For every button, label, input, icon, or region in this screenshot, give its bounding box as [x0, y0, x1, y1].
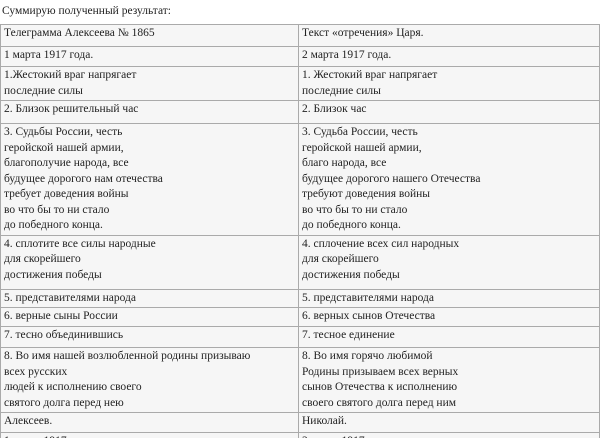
- table-row: 1.Жестокий враг напрягает последние силы 1…: [0, 66, 600, 101]
- header-cell: Текст «отречения» Царя.: [298, 24, 600, 47]
- table-cell: 6. верных сынов Отечества: [298, 307, 600, 327]
- table-row: 1 марта 1917 года. 2 марта 1917 года.: [0, 46, 600, 67]
- cell-line: 2 марта 1917 года.: [302, 434, 596, 438]
- table-cell: 8. Во имя нашей возлюбленной родины приз…: [0, 347, 299, 413]
- table-row: 7. тесно объединившись 7. тесное единение: [0, 326, 600, 348]
- table-row: Алексеев. Николай.: [0, 412, 600, 433]
- cell-line: во что бы то ни стало: [4, 203, 110, 216]
- comparison-table: Телеграмма Алексеева № 1865 Текст «отрече…: [0, 24, 600, 438]
- table-cell: 6. верные сыны России: [0, 307, 299, 327]
- table-cell: 3. Судьбы России, честь геройской нашей а…: [0, 123, 299, 236]
- cell-line: 3. Судьбы России, честь: [4, 126, 123, 138]
- table-row: 1 марта 1917 года. 2 марта 1917 года.: [0, 432, 600, 438]
- cell-line: Алексеев.: [4, 415, 53, 427]
- cell-line: 6. верные сыны России: [4, 310, 118, 322]
- table-cell: 1.Жестокий враг напрягает последние силы: [0, 66, 299, 101]
- cell-line: геройской нашей армии,: [302, 141, 422, 154]
- table-cell: 2 марта 1917 года.: [298, 432, 600, 438]
- cell-line: последние силы: [4, 84, 83, 97]
- cell-line: достижения победы: [4, 268, 102, 281]
- cell-line: для скорейшего: [302, 253, 379, 265]
- table-cell: 1 марта 1917 года.: [0, 46, 299, 67]
- cell-line: 2. Близок решительный час: [4, 103, 139, 115]
- cell-line: 1. Жестокий враг напрягает: [302, 69, 438, 81]
- table-cell: 4. сплотите все силы народные для скорейш…: [0, 234, 299, 290]
- cell-line: до победного конца.: [4, 219, 103, 231]
- table-cell: 2. Близок решительный час: [0, 100, 299, 124]
- table-cell: 2 марта 1917 года.: [298, 46, 600, 67]
- cell-line: благополучие народа, все: [4, 157, 129, 169]
- table-cell: 5. представителями народа: [0, 288, 299, 308]
- table-cell: 1 марта 1917 года.: [0, 432, 299, 438]
- table-cell: 1. Жестокий враг напрягает последние силы: [298, 66, 600, 101]
- cell-line: 5. представителями народа: [302, 291, 435, 304]
- cell-line: святого долга перед нею: [4, 396, 124, 409]
- cell-line: 4. сплотите все силы народные: [4, 237, 156, 250]
- cell-line: 8. Во имя горячо любимой: [302, 350, 433, 362]
- table-row: 3. Судьбы России, честь геройской нашей а…: [0, 123, 600, 236]
- cell-line: 7. тесное единение: [302, 329, 395, 341]
- cell-line: требуют доведения войны: [302, 188, 431, 200]
- intro: Суммирую полученный результат:: [2, 5, 171, 17]
- cell-line: сынов Отечества к исполнению: [302, 381, 458, 393]
- table-cell: 3. Судьба России, честь геройской нашей а…: [298, 123, 600, 236]
- cell-line: будущее дорогого нашего Отечества: [302, 172, 481, 185]
- cell-line: Родины призываем всех верных: [302, 365, 459, 378]
- table-cell: Николай.: [298, 412, 600, 433]
- table-row: 6. верные сыны России 6. верных сынов Оте…: [0, 307, 600, 327]
- cell-line: во что бы то ни стало: [302, 203, 408, 216]
- cell-line: 1 марта 1917 года.: [4, 49, 94, 61]
- table-cell: 8. Во имя горячо любимой Родины призываем…: [298, 347, 600, 413]
- cell-line: 1 марта 1917 года.: [4, 434, 295, 438]
- table-cell: 2. Близок час: [298, 100, 600, 124]
- cell-line: 7. тесно объединившись: [4, 329, 124, 341]
- cell-line: 8. Во имя нашей возлюбленной родины приз…: [4, 350, 251, 362]
- cell-line: 1.Жестокий враг напрягает: [4, 69, 137, 81]
- header-row: Телеграмма Алексеева № 1865 Текст «отрече…: [0, 24, 600, 47]
- cell-line: будущее дорогого нам отечества: [4, 172, 163, 185]
- cell-line: до победного конца.: [302, 219, 401, 231]
- table-row: 8. Во имя нашей возлюбленной родины приз…: [0, 347, 600, 413]
- cell-line: людей к исполнению своего: [4, 381, 142, 393]
- cell-line: для скорейшего: [4, 253, 81, 265]
- cell-line: требует доведения войны: [4, 188, 129, 200]
- cell-line: геройской нашей армии,: [4, 141, 124, 154]
- cell-line: благо народа, все: [302, 157, 387, 169]
- table-row: 4. сплотите все силы народные для скорейш…: [0, 234, 600, 290]
- table-cell: 5. представителями народа: [298, 288, 600, 308]
- table-row: 5. представителями народа 5. представител…: [0, 288, 600, 308]
- cell-line: 2 марта 1917 года.: [302, 49, 392, 61]
- cell-line: 3. Судьба России, честь: [302, 126, 418, 138]
- cell-line: 4. сплочение всех сил народных: [302, 237, 460, 250]
- table-cell: 7. тесно объединившись: [0, 326, 299, 348]
- cell-line: 2. Близок час: [302, 103, 367, 115]
- table-row: 2. Близок решительный час 2. Близок час: [0, 100, 600, 124]
- cell-line: всех русских: [4, 365, 68, 378]
- table-cell: 7. тесное единение: [298, 326, 600, 348]
- cell-line: 5. представителями народа: [4, 291, 137, 304]
- table-cell: 4. сплочение всех сил народных для скорей…: [298, 234, 600, 290]
- cell-line: 6. верных сынов Отечества: [302, 310, 436, 322]
- cell-line: последние силы: [302, 84, 381, 97]
- cell-line: достижения победы: [302, 268, 400, 281]
- cell-line: Николай.: [302, 415, 347, 427]
- header-cell: Телеграмма Алексеева № 1865: [0, 24, 299, 47]
- table-cell: Алексеев.: [0, 412, 299, 433]
- cell-line: своего святого долга перед ним: [302, 396, 457, 409]
